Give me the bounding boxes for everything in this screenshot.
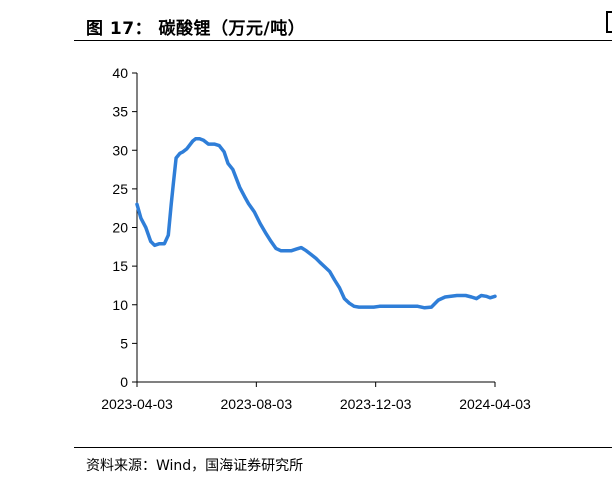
data-point — [264, 232, 268, 236]
data-point — [135, 202, 139, 206]
data-point — [202, 138, 205, 142]
y-tick-label: 30 — [112, 142, 128, 158]
data-point — [185, 147, 189, 151]
plot-area — [135, 136, 497, 310]
data-point — [207, 142, 210, 146]
data-point — [309, 253, 313, 256]
data-point — [343, 297, 346, 300]
data-point — [169, 202, 173, 206]
data-point — [274, 247, 278, 250]
data-point — [153, 243, 157, 247]
data-point — [163, 242, 166, 246]
data-point — [285, 249, 289, 253]
data-point — [243, 195, 247, 199]
data-point — [212, 142, 216, 146]
data-point — [247, 202, 250, 206]
x-tick-label: 2024-04-03 — [459, 396, 531, 412]
data-point — [389, 304, 393, 308]
price-series-line — [135, 136, 497, 310]
data-point — [459, 294, 463, 297]
data-point — [198, 137, 202, 141]
data-point — [464, 294, 468, 297]
data-point — [372, 305, 376, 309]
x-tick-label: 2023-04-03 — [101, 396, 173, 412]
data-point — [314, 257, 318, 260]
data-point — [231, 168, 235, 172]
data-point — [217, 144, 221, 148]
data-point — [455, 294, 459, 297]
axes — [132, 72, 496, 387]
data-point — [338, 286, 341, 290]
y-tick-label: 15 — [112, 258, 128, 274]
data-point — [181, 150, 185, 154]
data-point — [222, 150, 226, 154]
lithium-carbonate-price-chart: 0 5 10 15 20 25 30 35 40 2023-04-03 2023-08-03 2023… — [101, 65, 531, 412]
header-rule — [74, 40, 612, 41]
data-point — [295, 247, 298, 251]
data-point — [158, 242, 161, 246]
y-tick-label: 20 — [112, 220, 128, 236]
data-point — [178, 151, 182, 155]
data-point — [484, 294, 488, 298]
figure-header: 图 17： 碳酸锂（万元/吨） — [74, 8, 612, 40]
y-tick-label: 5 — [120, 335, 128, 351]
footer-rule — [74, 447, 612, 448]
data-point — [238, 185, 242, 189]
data-point — [362, 305, 366, 309]
data-point — [226, 162, 230, 165]
cropped-panel-edge — [606, 11, 612, 33]
data-point — [191, 139, 195, 143]
data-point — [443, 295, 447, 299]
x-tick-label: 2023-12-03 — [340, 396, 412, 412]
y-tick-label: 35 — [112, 104, 128, 120]
data-point — [378, 304, 381, 308]
data-point — [470, 295, 473, 299]
data-point — [409, 304, 413, 308]
data-point — [194, 137, 198, 141]
x-tick-label: 2023-08-03 — [221, 396, 293, 412]
data-point — [323, 265, 327, 269]
tick-labels: 0 5 10 15 20 25 30 35 40 2023-04-03 2023-08-03 2023… — [101, 65, 531, 412]
data-point — [290, 249, 293, 253]
data-point — [367, 305, 371, 309]
data-point — [258, 222, 262, 226]
data-point — [479, 294, 483, 297]
data-point — [253, 210, 256, 214]
data-point — [384, 304, 387, 308]
data-point — [475, 297, 478, 300]
data-point — [493, 294, 497, 298]
data-point — [333, 278, 336, 282]
figure-title: 图 17： 碳酸锂（万元/吨） — [86, 19, 306, 39]
data-point — [357, 305, 361, 309]
data-point — [139, 216, 143, 220]
data-point — [328, 270, 332, 273]
data-point — [279, 249, 283, 253]
data-point — [423, 306, 426, 310]
data-point — [174, 156, 178, 160]
data-point — [144, 226, 148, 229]
data-point — [436, 298, 440, 302]
y-tick-label: 40 — [112, 65, 128, 81]
data-point — [149, 240, 153, 243]
y-tick-label: 10 — [112, 297, 128, 313]
data-point — [304, 249, 308, 253]
data-point — [416, 304, 420, 308]
data-point — [430, 305, 433, 309]
data-point — [347, 301, 351, 305]
data-point — [488, 296, 492, 300]
data-point — [318, 260, 322, 264]
data-point — [171, 183, 175, 187]
data-point — [166, 233, 170, 237]
data-point — [269, 240, 273, 243]
source-note: 资料来源：Wind，国海证券研究所 — [86, 458, 304, 474]
data-point — [299, 246, 303, 250]
data-point — [402, 304, 406, 308]
y-tick-label: 25 — [112, 181, 128, 197]
data-point — [352, 304, 356, 308]
data-point — [449, 294, 453, 298]
data-point — [396, 304, 400, 308]
y-tick-label: 0 — [120, 374, 128, 390]
